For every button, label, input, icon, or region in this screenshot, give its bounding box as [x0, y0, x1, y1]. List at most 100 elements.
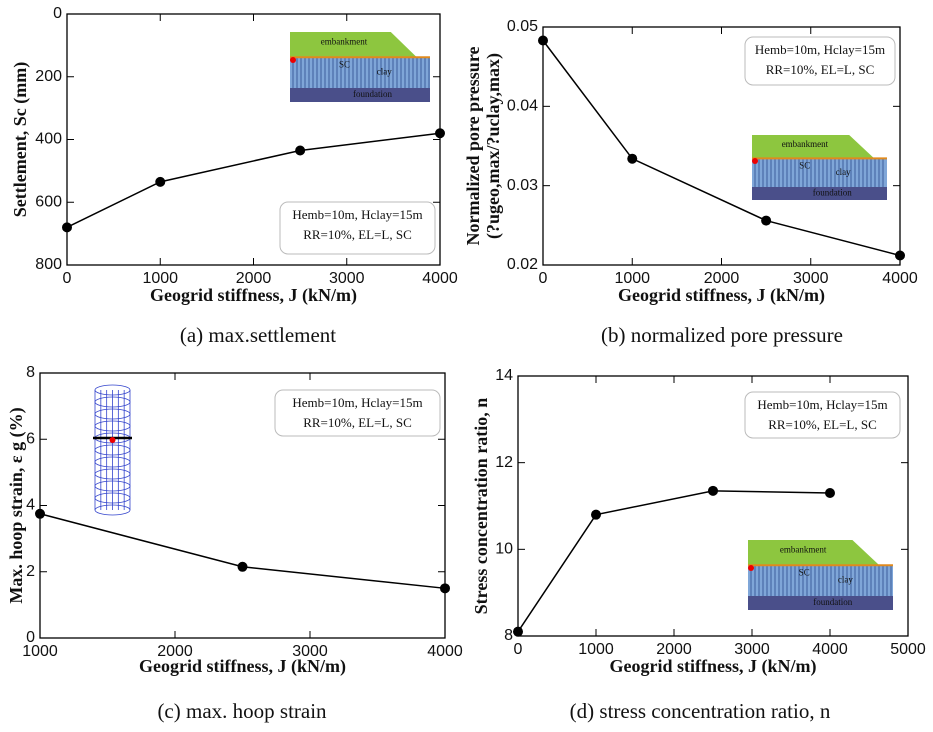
y-tick-label: 200 [35, 68, 62, 85]
x-axis-label: Geogrid stiffness, J (kN/m) [150, 285, 357, 306]
inset-foundation [290, 88, 430, 102]
inset-embankment [290, 32, 416, 57]
annotation-box [744, 36, 896, 86]
data-point [435, 128, 445, 139]
annotation: RR=10%, EL=L, SC [768, 417, 877, 432]
x-tick-label: 1000 [578, 641, 614, 658]
caption: (a) max.settlement [180, 323, 336, 347]
y-tick-label: 2 [26, 563, 35, 580]
data-point [708, 485, 718, 496]
x-tick-label: 4000 [882, 270, 918, 287]
y-axis-label: Stress concentration ratio, n [471, 398, 491, 615]
annotation-box [274, 389, 441, 437]
y-tick-label: 6 [26, 430, 35, 447]
annotation-box [279, 201, 436, 255]
x-tick-label: 2000 [704, 270, 740, 287]
inset-label: embankment [321, 37, 368, 47]
annotation: Hemb=10m, Hclay=15m [292, 207, 422, 222]
inset-label: clay [836, 167, 851, 177]
inset-embankment [748, 540, 879, 565]
y-tick-label: 600 [35, 193, 62, 210]
x-tick-label: 3000 [734, 641, 770, 658]
y-axis-label: Normalized pore pressure [463, 47, 483, 246]
x-tick-label: 4000 [422, 270, 458, 287]
data-point [295, 145, 306, 156]
x-tick-label: 4000 [427, 643, 463, 660]
inset-embankment [752, 135, 874, 158]
y-tick-label: 0.02 [507, 256, 538, 273]
x-tick-label: 0 [539, 270, 548, 287]
inset-label: embankment [782, 139, 829, 149]
x-tick-label: 2000 [157, 643, 193, 660]
plot-frame [517, 375, 909, 637]
data-point [761, 215, 772, 226]
inset-label: SC [799, 160, 810, 170]
data-point [440, 583, 450, 594]
y-tick-label: 8 [26, 364, 35, 381]
x-tick-label: 1000 [142, 270, 178, 287]
x-tick-label: 2000 [236, 270, 272, 287]
data-point [513, 626, 523, 637]
inset-label: foundation [813, 188, 852, 198]
annotation: RR=10%, EL=L, SC [303, 227, 412, 242]
y-tick-label: 4 [26, 497, 35, 514]
y-tick-label: 0 [26, 629, 35, 646]
caption: (c) max. hoop strain [157, 699, 327, 723]
inset-clay [748, 564, 893, 596]
y-tick-label: 10 [495, 541, 513, 558]
y-tick-label: 0.03 [507, 177, 538, 194]
inset-label: clay [838, 575, 853, 585]
x-tick-label: 3000 [292, 643, 328, 660]
x-tick-label: 2000 [656, 641, 692, 658]
x-tick-label: 0 [514, 641, 523, 658]
annotation: Hemb=10m, Hclay=15m [757, 397, 887, 412]
x-axis-label: Geogrid stiffness, J (kN/m) [139, 656, 346, 677]
inset-marker [290, 57, 296, 63]
series-line [517, 490, 831, 633]
series-line [542, 40, 901, 257]
inset-label: foundation [353, 89, 392, 99]
data-point [35, 508, 45, 519]
y-axis-label: (?ugeo,max/?uclay,max) [483, 53, 504, 239]
x-tick-label: 0 [63, 270, 72, 287]
y-tick-label: 0.04 [507, 98, 538, 115]
data-point [825, 488, 835, 498]
y-tick-label: 14 [495, 367, 513, 384]
y-tick-label: 0 [53, 5, 62, 22]
inset-marker [752, 158, 758, 164]
annotation: Hemb=10m, Hclay=15m [755, 42, 885, 57]
y-tick-label: 400 [35, 131, 62, 148]
y-tick-label: 8 [504, 627, 513, 644]
inset-label: foundation [813, 597, 852, 607]
y-tick-label: 800 [35, 256, 62, 273]
annotation: RR=10%, EL=L, SC [303, 415, 412, 430]
hoop-marker [109, 437, 116, 443]
caption: (d) stress concentration ratio, n [570, 699, 831, 723]
inset-label: clay [377, 67, 392, 77]
inset-marker [748, 565, 754, 571]
x-axis-label: Geogrid stiffness, J (kN/m) [610, 656, 817, 677]
annotation: Hemb=10m, Hclay=15m [292, 395, 422, 410]
annotation-box [744, 391, 901, 439]
data-point [237, 561, 248, 572]
x-tick-label: 1000 [614, 270, 650, 287]
x-tick-label: 4000 [812, 641, 848, 658]
inset-foundation [748, 596, 893, 610]
x-tick-label: 3000 [329, 270, 365, 287]
data-point [155, 176, 166, 187]
inset-label: SC [339, 60, 350, 70]
data-point [62, 222, 72, 233]
data-point [538, 35, 548, 46]
y-axis-label: Max. hoop strain, ε g (%) [6, 407, 27, 603]
annotation: RR=10%, EL=L, SC [766, 62, 875, 77]
inset-label: embankment [780, 545, 827, 555]
data-point [627, 153, 638, 164]
x-tick-label: 3000 [793, 270, 829, 287]
y-axis-label: Settlement, Sc (mm) [10, 62, 31, 217]
x-tick-label: 5000 [890, 641, 926, 658]
y-tick-label: 0.05 [507, 18, 538, 35]
data-point [591, 509, 601, 520]
series-line [66, 132, 441, 229]
